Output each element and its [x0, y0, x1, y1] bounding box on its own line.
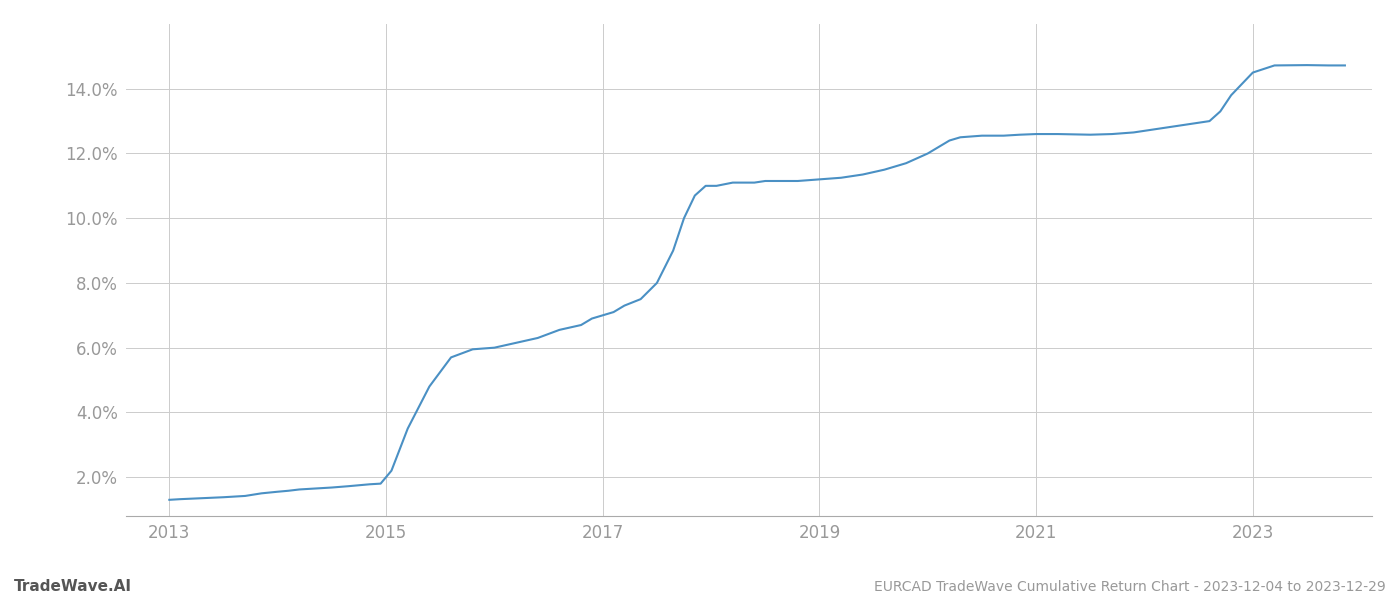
Text: EURCAD TradeWave Cumulative Return Chart - 2023-12-04 to 2023-12-29: EURCAD TradeWave Cumulative Return Chart… — [874, 580, 1386, 594]
Text: TradeWave.AI: TradeWave.AI — [14, 579, 132, 594]
